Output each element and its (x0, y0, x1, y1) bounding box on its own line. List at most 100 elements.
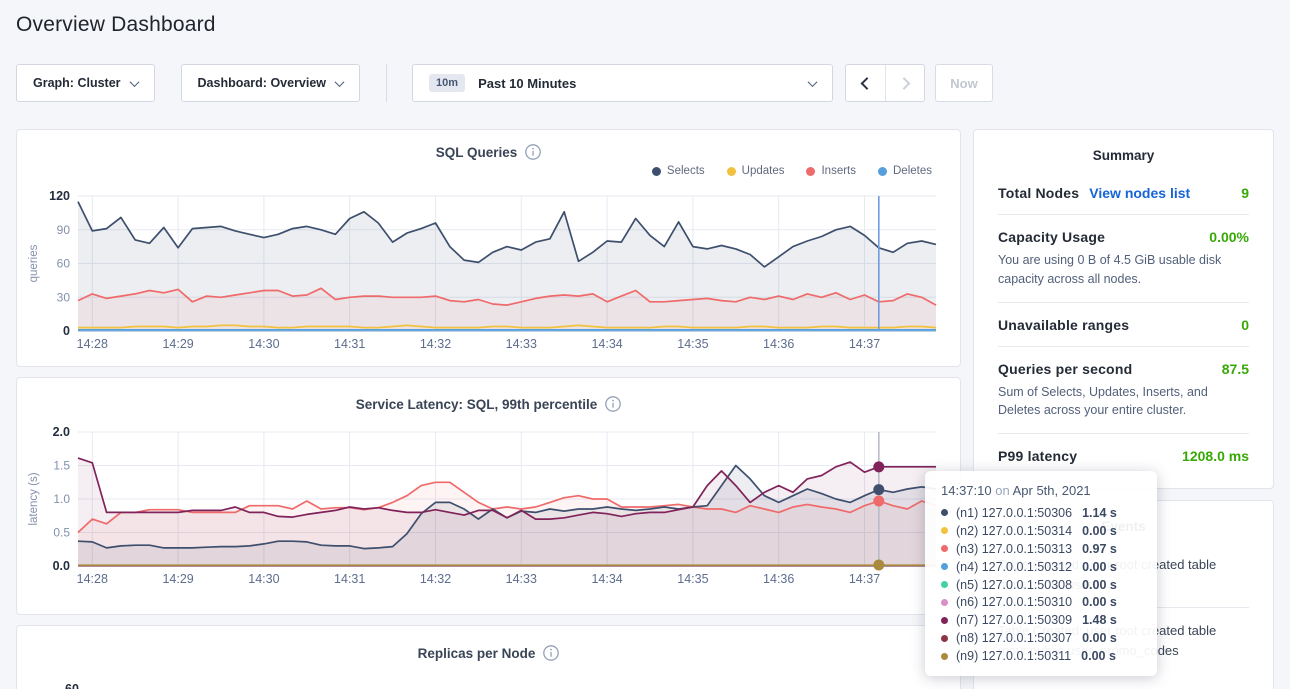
svg-text:14:34: 14:34 (591, 337, 622, 351)
tooltip-node-value: 0.00 s (1082, 595, 1117, 609)
svg-text:1.0: 1.0 (53, 492, 70, 506)
controls-divider (386, 64, 387, 102)
summary-value: 0 (1241, 317, 1249, 333)
tooltip-node-value: 0.00 s (1082, 631, 1117, 645)
svg-text:14:32: 14:32 (420, 572, 451, 586)
sql-queries-chart[interactable]: 14:2814:2914:3014:3114:3214:3314:3414:35… (17, 182, 958, 354)
summary-row: Queries per second87.5Sum of Selects, Up… (998, 346, 1249, 434)
summary-header: Summary (998, 148, 1249, 163)
tooltip-node-row: (n5) 127.0.0.1:50308 0.00 s (941, 576, 1143, 594)
tooltip-node-value: 1.14 s (1082, 506, 1117, 520)
summary-rows: Total Nodes View nodes list 9 Capacity Usag… (998, 171, 1249, 477)
now-button[interactable]: Now (935, 64, 993, 102)
tooltip-node-label: (n8) 127.0.0.1:50307 (956, 631, 1072, 645)
tooltip-node-label: (n6) 127.0.0.1:50310 (956, 595, 1072, 609)
legend-item-deletes[interactable]: Deletes (878, 165, 932, 177)
tooltip-node-label: (n5) 127.0.0.1:50308 (956, 578, 1072, 592)
replicas-ytick-partial: 60 (65, 682, 79, 689)
chevron-down-icon (335, 77, 345, 87)
legend-item-updates[interactable]: Updates (727, 165, 785, 177)
tooltip-rows: (n1) 127.0.0.1:50306 1.14 s (n2) 127.0.0.1… (941, 504, 1143, 665)
tooltip-node-value: 0.00 s (1082, 524, 1117, 538)
svg-text:2.0: 2.0 (53, 425, 70, 439)
summary-row: Total Nodes View nodes list 9 (998, 171, 1249, 214)
summary-value: 9 (1241, 185, 1249, 201)
tooltip-node-row: (n1) 127.0.0.1:50306 1.14 s (941, 504, 1143, 522)
tooltip-node-value: 0.00 s (1082, 560, 1117, 574)
svg-text:14:31: 14:31 (334, 572, 365, 586)
time-range-label: Past 10 Minutes (478, 76, 576, 91)
sql-queries-legend: Selects Updates Inserts Deletes (17, 160, 960, 182)
legend-dot-icon (727, 167, 736, 176)
tooltip-node-label: (n9) 127.0.0.1:50311 (956, 649, 1071, 663)
time-range-dropdown[interactable]: 10m Past 10 Minutes (412, 64, 833, 102)
sql-queries-card: SQL Queries Selects Updates Inserts Deletes… (16, 129, 961, 367)
summary-row: Unavailable ranges0 (998, 302, 1249, 346)
svg-text:14:35: 14:35 (677, 337, 708, 351)
svg-text:14:36: 14:36 (763, 337, 794, 351)
tooltip-node-row: (n8) 127.0.0.1:50307 0.00 s (941, 629, 1143, 647)
series-dot-icon (941, 653, 948, 660)
svg-text:14:30: 14:30 (248, 572, 279, 586)
summary-label: Capacity Usage (998, 229, 1105, 245)
tooltip-node-label: (n1) 127.0.0.1:50306 (956, 506, 1072, 520)
page-title: Overview Dashboard (16, 13, 1274, 37)
svg-text:0.5: 0.5 (53, 526, 70, 540)
summary-value: 87.5 (1222, 361, 1249, 377)
svg-text:0: 0 (63, 324, 70, 338)
svg-text:14:35: 14:35 (677, 572, 708, 586)
tooltip-node-row: (n9) 127.0.0.1:50311 0.00 s (941, 647, 1143, 665)
svg-text:14:32: 14:32 (420, 337, 451, 351)
svg-text:90: 90 (57, 223, 71, 237)
replicas-per-node-title: Replicas per Node (418, 646, 536, 661)
chart-hover-tooltip: 14:37:10 on Apr 5th, 2021 (n1) 127.0.0.1… (925, 471, 1157, 676)
legend-label: Selects (667, 165, 705, 177)
series-dot-icon (941, 599, 948, 606)
svg-text:1.5: 1.5 (53, 459, 70, 473)
chevron-right-icon (897, 77, 910, 90)
legend-dot-icon (806, 167, 815, 176)
svg-text:14:37: 14:37 (849, 572, 880, 586)
replicas-per-node-card: Replicas per Node 60 (16, 625, 961, 689)
tooltip-node-value: 1.48 s (1082, 613, 1117, 627)
tooltip-timestamp: 14:37:10 on Apr 5th, 2021 (941, 483, 1143, 498)
svg-text:14:36: 14:36 (763, 572, 794, 586)
summary-value: 0.00% (1209, 229, 1249, 245)
legend-item-selects[interactable]: Selects (652, 165, 705, 177)
view-nodes-list-link[interactable]: View nodes list (1089, 185, 1190, 201)
service-latency-chart[interactable]: 14:28 14:29 14:30 14:31 14:32 14:33 14:34 14:35… (17, 416, 958, 592)
legend-label: Inserts (821, 165, 856, 177)
legend-item-inserts[interactable]: Inserts (806, 165, 856, 177)
info-icon[interactable] (605, 396, 621, 412)
svg-text:14:33: 14:33 (506, 572, 537, 586)
tooltip-node-value: 0.00 s (1082, 578, 1117, 592)
info-icon[interactable] (525, 144, 541, 160)
chevron-down-icon (808, 77, 818, 87)
tooltip-node-label: (n3) 127.0.0.1:50313 (956, 542, 1072, 556)
svg-text:14:34: 14:34 (591, 572, 622, 586)
svg-text:14:28: 14:28 (77, 572, 108, 586)
legend-dot-icon (652, 167, 661, 176)
summary-label: Total Nodes (998, 185, 1079, 201)
series-dot-icon (941, 527, 948, 534)
graph-scope-dropdown[interactable]: Graph: Cluster (16, 64, 155, 102)
sql-queries-title: SQL Queries (436, 145, 518, 160)
prev-range-button[interactable] (846, 65, 885, 101)
next-range-button[interactable] (885, 65, 924, 101)
svg-text:latency (s): latency (s) (28, 472, 40, 525)
summary-value: 1208.0 ms (1182, 448, 1249, 464)
svg-text:30: 30 (57, 290, 71, 304)
tooltip-node-row: (n2) 127.0.0.1:503140.00 s (941, 522, 1143, 540)
legend-label: Deletes (893, 165, 932, 177)
dashboard-select-dropdown[interactable]: Dashboard: Overview (181, 64, 361, 102)
series-dot-icon (941, 563, 948, 570)
svg-text:14:37: 14:37 (849, 337, 880, 351)
info-icon[interactable] (543, 645, 559, 661)
tooltip-node-label: (n7) 127.0.0.1:50309 (956, 613, 1072, 627)
svg-text:14:29: 14:29 (162, 572, 193, 586)
charts-column: SQL Queries Selects Updates Inserts Deletes… (16, 129, 961, 689)
tooltip-node-value: 0.00 s (1081, 649, 1116, 663)
legend-label: Updates (742, 165, 785, 177)
service-latency-title: Service Latency: SQL, 99th percentile (356, 397, 598, 412)
tooltip-node-row: (n4) 127.0.0.1:503120.00 s (941, 558, 1143, 576)
